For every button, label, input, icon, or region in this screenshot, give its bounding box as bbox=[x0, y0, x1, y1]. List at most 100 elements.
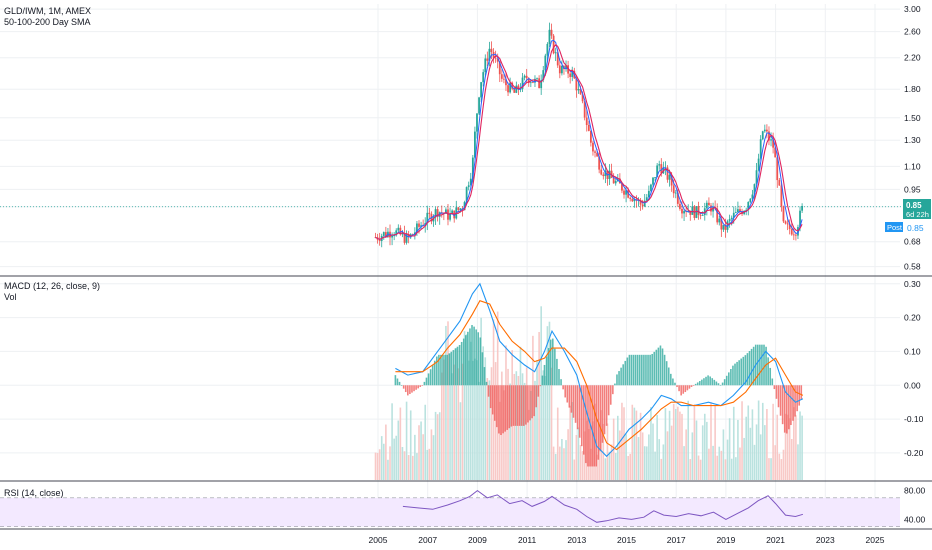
rsi-legend[interactable]: RSI (14, close) bbox=[4, 488, 64, 498]
candle-body bbox=[612, 177, 615, 184]
post-badge: Post 0.85 bbox=[885, 222, 924, 233]
macd-histogram-bar bbox=[425, 377, 428, 386]
macd-histogram-bar bbox=[790, 385, 792, 426]
volume-bar bbox=[563, 448, 565, 480]
macd-histogram-bar bbox=[413, 385, 415, 392]
volume-bar bbox=[635, 410, 638, 480]
macd-histogram-bar bbox=[638, 354, 641, 386]
macd-histogram-bar bbox=[496, 385, 498, 428]
macd-histogram-bar bbox=[489, 385, 492, 409]
candle-body bbox=[699, 214, 702, 216]
volume-bar bbox=[770, 458, 772, 480]
macd-histogram-bar bbox=[591, 385, 593, 467]
macd-histogram-bar bbox=[634, 354, 637, 386]
macd-histogram-bar bbox=[444, 354, 446, 386]
candle-body bbox=[426, 212, 429, 224]
macd-pane[interactable] bbox=[374, 282, 804, 480]
volume-bar bbox=[443, 359, 445, 480]
volume-bar bbox=[380, 436, 383, 480]
macd-legend[interactable]: MACD (12, 26, close, 9) bbox=[4, 281, 100, 291]
volume-bar bbox=[416, 453, 418, 480]
symbol-title[interactable]: GLD/IWM, 1M, AMEX bbox=[4, 6, 91, 16]
candle-body bbox=[531, 82, 534, 84]
candle-body bbox=[484, 58, 487, 73]
macd-histogram-bar bbox=[763, 344, 765, 386]
macd-histogram-bar bbox=[624, 360, 627, 386]
candle-body bbox=[732, 212, 735, 218]
candle-body bbox=[639, 199, 642, 205]
macd-histogram-bar bbox=[564, 385, 567, 398]
macd-histogram-bar bbox=[473, 326, 475, 386]
candle-body bbox=[552, 35, 555, 54]
volume-bar bbox=[480, 317, 482, 480]
candle-body bbox=[625, 190, 627, 195]
price-pane[interactable] bbox=[0, 22, 903, 248]
rsi-pane[interactable] bbox=[0, 489, 900, 527]
candle-body bbox=[407, 233, 410, 238]
macd-histogram-bar bbox=[483, 367, 486, 386]
volume-bar bbox=[761, 402, 764, 480]
macd-histogram-bar bbox=[672, 378, 674, 386]
macd-histogram-bar bbox=[427, 373, 430, 386]
candle-body bbox=[666, 167, 669, 180]
macd-histogram-bar bbox=[446, 354, 448, 386]
macd-histogram-bar bbox=[576, 385, 579, 430]
volume-bar bbox=[561, 438, 563, 480]
macd-histogram-bar bbox=[649, 354, 651, 386]
volume-bar bbox=[662, 444, 665, 480]
volume-bar bbox=[438, 412, 441, 480]
candle-body bbox=[521, 77, 524, 89]
candle-body bbox=[641, 204, 644, 207]
candle-body bbox=[465, 187, 468, 203]
macd-histogram-bar bbox=[777, 385, 780, 408]
macd-histogram-bar bbox=[467, 331, 469, 386]
volume-bar bbox=[633, 407, 636, 480]
volume-bar bbox=[588, 428, 590, 480]
volume-bar bbox=[664, 408, 667, 480]
macd-histogram-bar bbox=[589, 385, 591, 467]
candle-body bbox=[418, 223, 420, 227]
candle-body bbox=[513, 88, 516, 93]
volume-bar bbox=[585, 420, 588, 480]
volume-bar bbox=[788, 418, 791, 480]
volume-bar bbox=[521, 373, 524, 480]
candle-body bbox=[496, 58, 499, 62]
macd-histogram-bar bbox=[713, 379, 716, 386]
macd-histogram-bar bbox=[481, 352, 484, 386]
macd-histogram-bar bbox=[682, 385, 685, 394]
volume-bar bbox=[515, 371, 518, 480]
volume-bar bbox=[556, 407, 559, 480]
candle-body bbox=[550, 29, 553, 36]
volume-bar bbox=[552, 446, 555, 480]
volume-bar bbox=[393, 438, 395, 480]
macd-histogram-bar bbox=[661, 348, 664, 386]
candle-body bbox=[801, 205, 804, 211]
macd-histogram-bar bbox=[748, 351, 751, 386]
candle-body bbox=[778, 180, 781, 186]
volume-bar bbox=[797, 444, 799, 480]
volume-bar bbox=[627, 455, 629, 480]
volume-bar bbox=[472, 360, 474, 480]
candle-body bbox=[517, 85, 520, 90]
macd-histogram-bar bbox=[469, 328, 471, 386]
volume-bar bbox=[732, 406, 735, 480]
macd-histogram-bar bbox=[562, 385, 564, 390]
volume-bar bbox=[449, 353, 451, 480]
candle-body bbox=[774, 147, 777, 158]
sma-legend[interactable]: 50-100-200 Day SMA bbox=[4, 17, 91, 27]
volume-bar bbox=[420, 421, 422, 480]
volume-bar bbox=[677, 406, 679, 480]
macd-histogram-bar bbox=[471, 325, 473, 386]
macd-histogram-bar bbox=[417, 385, 419, 389]
macd-histogram-bar bbox=[415, 385, 417, 390]
candle-body bbox=[747, 202, 750, 210]
volume-bar bbox=[511, 350, 513, 480]
x-tick-label: 2017 bbox=[667, 535, 686, 545]
vol-legend[interactable]: Vol bbox=[4, 292, 17, 302]
candle-body bbox=[575, 78, 578, 91]
candle-body bbox=[579, 88, 582, 95]
volume-bar bbox=[378, 449, 381, 480]
volume-bar bbox=[703, 413, 706, 480]
volume-bar bbox=[385, 424, 387, 480]
